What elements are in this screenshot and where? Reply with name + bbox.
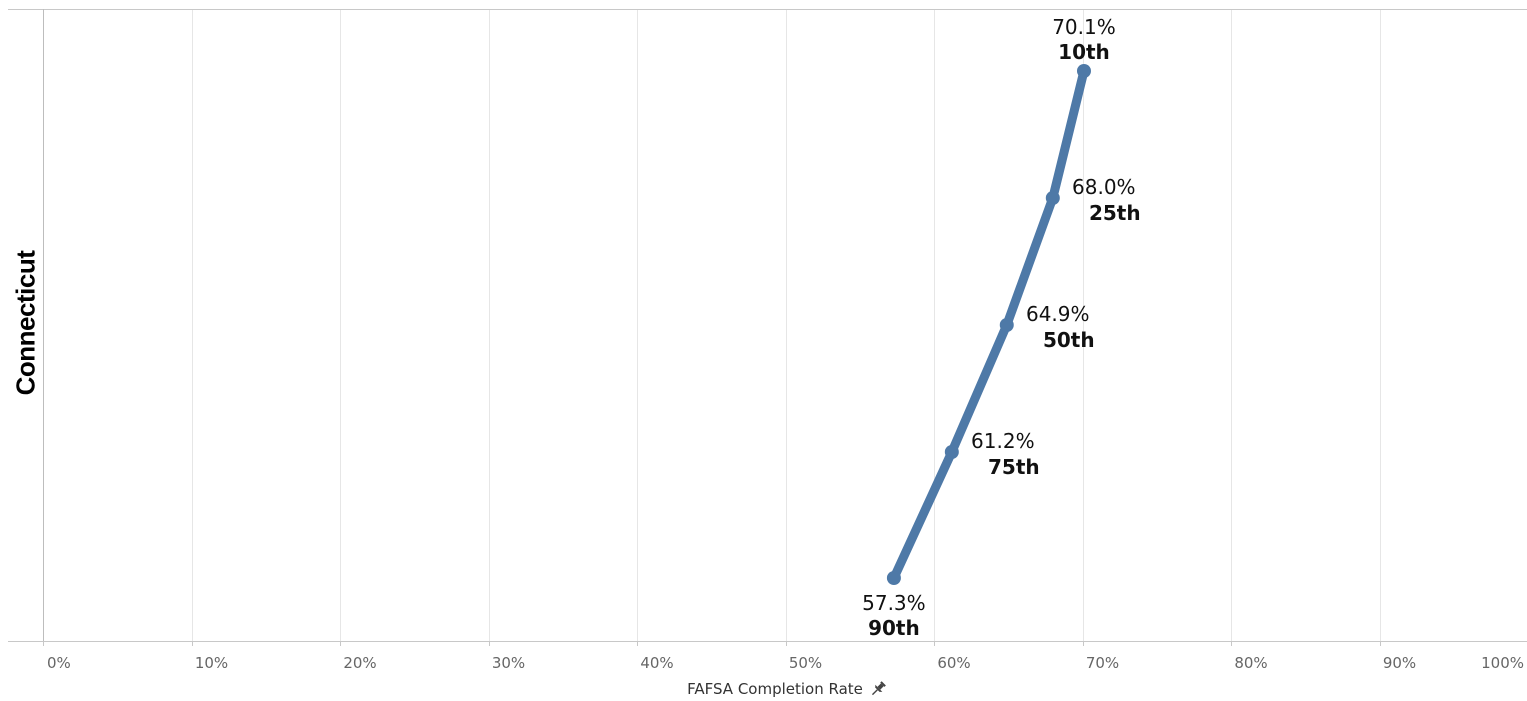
data-label-value: 64.9% <box>1026 302 1090 326</box>
data-label-value: 68.0% <box>1072 175 1136 199</box>
data-label-value: 57.3% <box>862 591 926 615</box>
x-tick-labels: 0% 10% 20% 30% 40% 50% 60% 70% 80% 90% 100% <box>47 654 1524 672</box>
data-point[interactable] <box>999 318 1014 332</box>
x-tick-label: 40% <box>640 654 673 672</box>
data-label-value: 70.1% <box>1052 15 1116 39</box>
data-label-percentile: 10th <box>1058 40 1110 64</box>
data-label-percentile: 50th <box>1043 328 1095 352</box>
row-label: Connecticut <box>10 250 41 396</box>
x-tick-label: 70% <box>1086 654 1119 672</box>
data-label-percentile: 25th <box>1089 201 1141 225</box>
x-tick-label: 0% <box>47 654 71 672</box>
series-line <box>886 64 1091 585</box>
x-tick-label: 10% <box>195 654 228 672</box>
x-tick-label: 30% <box>492 654 525 672</box>
data-point[interactable] <box>1045 191 1060 205</box>
axes <box>8 9 1527 646</box>
x-axis-title[interactable]: FAFSA Completion Rate <box>687 680 887 698</box>
x-tick-label: 80% <box>1234 654 1267 672</box>
x-tick-label: 60% <box>937 654 970 672</box>
x-tick-label: 20% <box>343 654 376 672</box>
data-point[interactable] <box>886 571 901 585</box>
x-tick-label: 100% <box>1481 654 1524 672</box>
data-point[interactable] <box>1076 64 1091 78</box>
x-tick-label: 90% <box>1383 654 1416 672</box>
data-label-percentile: 90th <box>868 616 920 640</box>
x-axis-title-text: FAFSA Completion Rate <box>687 680 863 698</box>
data-label-value: 61.2% <box>971 429 1035 453</box>
data-point[interactable] <box>944 445 959 459</box>
grid-lines <box>192 9 1381 641</box>
data-labels: 57.3%90th 61.2%75th 64.9%50th 68.0%25th 70.1… <box>862 15 1140 640</box>
x-tick-label: 50% <box>789 654 822 672</box>
data-label-percentile: 75th <box>988 455 1040 479</box>
pin-icon[interactable] <box>869 680 887 698</box>
